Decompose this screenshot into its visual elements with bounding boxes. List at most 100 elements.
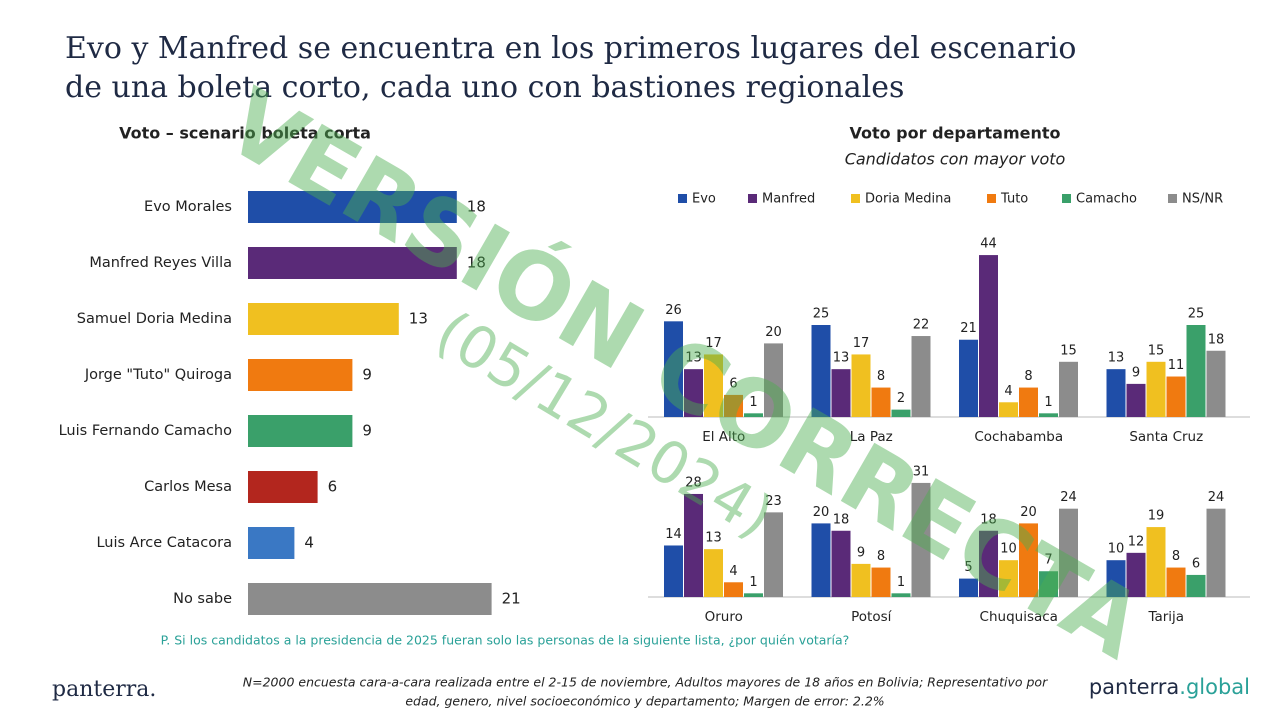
- bar: [1059, 508, 1078, 597]
- category-label: Jorge "Tuto" Quiroga: [84, 367, 232, 383]
- category-label: Luis Fernando Camacho: [59, 423, 233, 439]
- bar: [999, 560, 1018, 597]
- bar: [891, 593, 911, 597]
- bar: [664, 545, 683, 597]
- value-label: 15: [1060, 343, 1077, 358]
- value-label: 9: [362, 366, 372, 384]
- legend-label: NS/NR: [1182, 192, 1223, 207]
- value-label: 21: [960, 321, 977, 336]
- value-label: 44: [980, 237, 997, 252]
- value-label: 25: [1188, 307, 1205, 322]
- logo: panterra.global: [1089, 675, 1250, 699]
- bar: [664, 321, 683, 417]
- bar: [831, 530, 851, 597]
- chart-title: Voto por departamento: [849, 124, 1060, 143]
- bar: [851, 563, 871, 597]
- category-label: No sabe: [173, 591, 232, 607]
- value-label: 22: [913, 318, 930, 333]
- category-label: Cochabamba: [974, 429, 1063, 445]
- bar: [871, 387, 891, 417]
- bar: [911, 336, 931, 417]
- value-label: 5: [964, 560, 972, 575]
- bar: [811, 523, 831, 597]
- value-label: 4: [729, 564, 737, 579]
- value-label: 20: [813, 505, 830, 520]
- bar: [1126, 552, 1146, 597]
- value-label: 9: [857, 545, 865, 560]
- value-label: 1: [1044, 395, 1052, 410]
- bar: [831, 369, 851, 417]
- value-label: 2: [897, 391, 905, 406]
- bar: [744, 593, 763, 597]
- bar: [1039, 413, 1058, 417]
- bar: [1166, 376, 1186, 417]
- legend-swatch: [748, 194, 757, 203]
- value-label: 8: [877, 549, 885, 564]
- value-label: 17: [853, 336, 870, 351]
- category-label: Santa Cruz: [1129, 429, 1203, 445]
- category-label: Luis Arce Catacora: [96, 535, 232, 551]
- value-label: 15: [1148, 343, 1165, 358]
- category-label: Tarija: [1147, 609, 1184, 625]
- legend-swatch: [678, 194, 687, 203]
- bar: [811, 325, 831, 417]
- value-label: 13: [705, 531, 722, 546]
- value-label: 13: [409, 310, 428, 328]
- footnote: edad, genero, nivel socioeconómico y dep…: [405, 694, 884, 709]
- bar: [1166, 567, 1186, 597]
- value-label: 4: [1004, 384, 1012, 399]
- bar: [248, 303, 399, 335]
- value-label: 18: [467, 254, 486, 272]
- value-label: 13: [1108, 351, 1125, 366]
- bar: [248, 247, 457, 279]
- bar: [248, 415, 353, 447]
- value-label: 6: [1192, 556, 1200, 571]
- bar: [999, 402, 1018, 417]
- value-label: 10: [1000, 542, 1017, 557]
- bar: [1206, 508, 1226, 597]
- value-label: 12: [1128, 534, 1145, 549]
- bar: [1146, 361, 1166, 417]
- bar: [764, 343, 783, 417]
- legend-label: Camacho: [1076, 192, 1137, 207]
- bar: [724, 394, 743, 417]
- value-label: 20: [1020, 505, 1037, 520]
- bar: [1186, 574, 1206, 597]
- logo: panterra.: [52, 677, 156, 702]
- value-label: 28: [685, 475, 702, 490]
- bar: [248, 471, 318, 503]
- category-label: Manfred Reyes Villa: [89, 255, 232, 271]
- bar: [1039, 571, 1058, 597]
- bar: [871, 567, 891, 597]
- logo-name: panterra: [1089, 675, 1179, 699]
- chart-title: Voto – scenario boleta corta: [119, 124, 371, 143]
- value-label: 6: [729, 376, 737, 391]
- value-label: 21: [502, 590, 521, 608]
- value-label: 24: [1060, 490, 1077, 505]
- bar: [1019, 523, 1038, 597]
- bar: [979, 255, 998, 417]
- bar: [979, 530, 998, 597]
- value-label: 23: [765, 494, 782, 509]
- value-label: 25: [813, 307, 830, 322]
- logo-suffix: .global: [1179, 675, 1250, 699]
- category-label: Oruro: [705, 609, 743, 625]
- legend-swatch: [1168, 194, 1177, 203]
- legend-label: Doria Medina: [865, 192, 951, 207]
- value-label: 1: [749, 575, 757, 590]
- value-label: 13: [685, 351, 702, 366]
- bar: [911, 482, 931, 597]
- legend-label: Manfred: [762, 192, 815, 207]
- category-label: Samuel Doria Medina: [77, 311, 232, 327]
- value-label: 9: [1132, 365, 1140, 380]
- category-label: El Alto: [702, 429, 745, 445]
- bar: [959, 578, 978, 597]
- bar: [1019, 387, 1038, 417]
- bar: [1106, 560, 1126, 597]
- bar: [959, 339, 978, 417]
- bar: [704, 549, 723, 597]
- legend-swatch: [1062, 194, 1071, 203]
- value-label: 19: [1148, 509, 1165, 524]
- bar: [724, 582, 743, 597]
